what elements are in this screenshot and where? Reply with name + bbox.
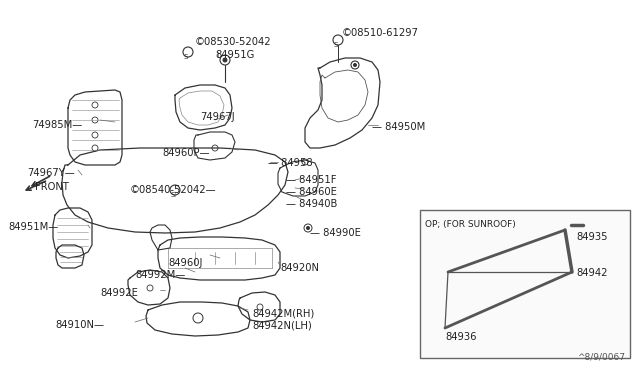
Text: FRONT: FRONT bbox=[35, 182, 69, 192]
Text: ©08540-52042—: ©08540-52042— bbox=[130, 185, 216, 195]
Text: 84951G: 84951G bbox=[215, 50, 254, 60]
Text: — 84940B: — 84940B bbox=[286, 199, 337, 209]
Text: ©08510-61297: ©08510-61297 bbox=[342, 28, 419, 38]
Text: — 84960E: — 84960E bbox=[286, 187, 337, 197]
Text: 74985M—: 74985M— bbox=[32, 120, 83, 130]
Text: 74967J: 74967J bbox=[200, 112, 235, 122]
Text: 84992M—: 84992M— bbox=[135, 270, 185, 280]
Text: 84960P—: 84960P— bbox=[162, 148, 209, 158]
Circle shape bbox=[223, 58, 227, 62]
Text: 84936: 84936 bbox=[445, 332, 477, 342]
Text: ©08530-52042: ©08530-52042 bbox=[195, 37, 271, 47]
Text: S: S bbox=[184, 54, 188, 60]
Text: S: S bbox=[171, 192, 175, 198]
Circle shape bbox=[307, 227, 310, 230]
Text: 84935: 84935 bbox=[576, 232, 607, 242]
Circle shape bbox=[442, 266, 454, 278]
Text: OP; (FOR SUNROOF): OP; (FOR SUNROOF) bbox=[425, 220, 516, 229]
Circle shape bbox=[566, 266, 578, 278]
Text: 74967Y—: 74967Y— bbox=[27, 168, 75, 178]
Text: 84942: 84942 bbox=[576, 268, 607, 278]
Circle shape bbox=[353, 64, 356, 67]
Text: ^8/9/0067: ^8/9/0067 bbox=[577, 353, 625, 362]
Circle shape bbox=[559, 224, 571, 236]
Text: — 84951F: — 84951F bbox=[286, 175, 337, 185]
Text: 84960J: 84960J bbox=[168, 258, 202, 268]
Text: 84951M—: 84951M— bbox=[8, 222, 58, 232]
Text: S: S bbox=[334, 42, 338, 48]
Text: 84942M(RH): 84942M(RH) bbox=[252, 308, 314, 318]
Text: 84942N(LH): 84942N(LH) bbox=[252, 320, 312, 330]
Circle shape bbox=[439, 322, 451, 334]
Text: — 84958: — 84958 bbox=[268, 158, 312, 168]
Text: 84920N: 84920N bbox=[280, 263, 319, 273]
Bar bbox=[420, 210, 630, 358]
Circle shape bbox=[573, 221, 581, 229]
Text: — 84950M: — 84950M bbox=[372, 122, 425, 132]
Text: — 84990E: — 84990E bbox=[310, 228, 361, 238]
Text: 84992E: 84992E bbox=[100, 288, 138, 298]
Text: 84910N—: 84910N— bbox=[55, 320, 104, 330]
